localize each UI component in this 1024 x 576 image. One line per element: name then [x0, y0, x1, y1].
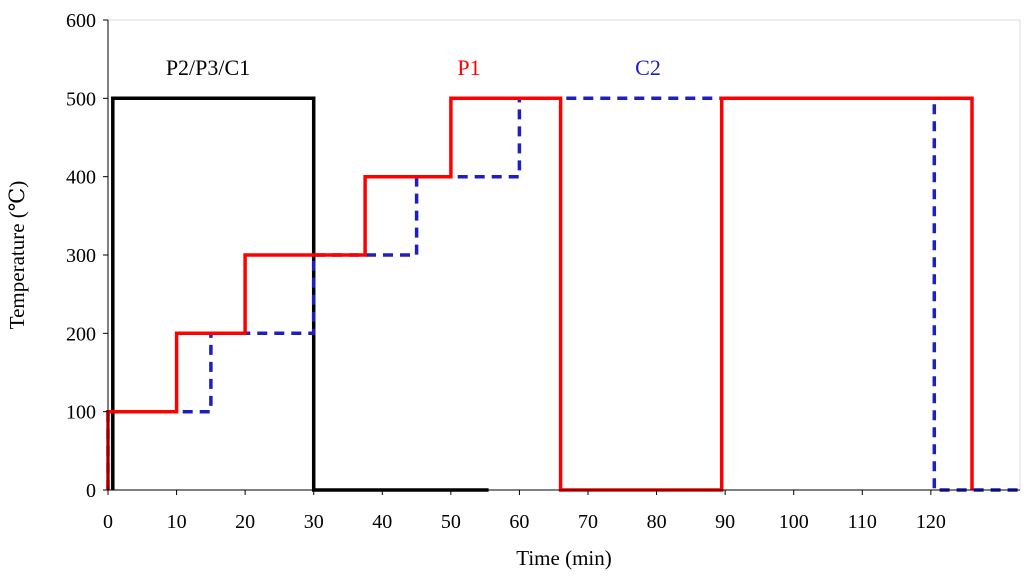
y-tick-label: 500: [66, 88, 96, 110]
y-tick-label: 200: [66, 323, 96, 345]
y-tick-label: 0: [86, 480, 96, 502]
x-tick-label: 30: [304, 511, 324, 533]
x-tick-label: 10: [167, 511, 187, 533]
series-label-p1: P1: [457, 55, 480, 80]
x-tick-label: 100: [779, 511, 809, 533]
x-tick-label: 40: [372, 511, 392, 533]
x-tick-label: 60: [509, 511, 529, 533]
y-tick-label: 300: [66, 245, 96, 267]
y-tick-label: 100: [66, 402, 96, 424]
x-tick-label: 80: [647, 511, 667, 533]
x-tick-label: 0: [103, 511, 113, 533]
x-ticks: 0 10 20 30 40 50 60 70 80 90 100 110 120: [103, 490, 946, 533]
y-axis-title: Temperature (℃): [5, 181, 29, 330]
series-label-c2: C2: [635, 55, 661, 80]
series-layer: [106, 96, 1020, 492]
x-tick-label: 120: [916, 511, 946, 533]
x-tick-label: 90: [715, 511, 735, 533]
y-ticks: 0 100 200 300 400 500 600: [66, 10, 108, 502]
x-tick-label: 70: [578, 511, 598, 533]
x-axis-title: Time (min): [516, 546, 611, 570]
y-tick-label: 400: [66, 167, 96, 189]
x-tick-label: 50: [441, 511, 461, 533]
series-line-p1: [106, 96, 974, 492]
x-tick-label: 110: [848, 511, 877, 533]
x-tick-label: 20: [235, 511, 255, 533]
y-tick-label: 600: [66, 10, 96, 32]
series-label-p2-p3-c1: P2/P3/C1: [166, 55, 250, 80]
series-line-p2-p3-c1: [111, 96, 489, 492]
